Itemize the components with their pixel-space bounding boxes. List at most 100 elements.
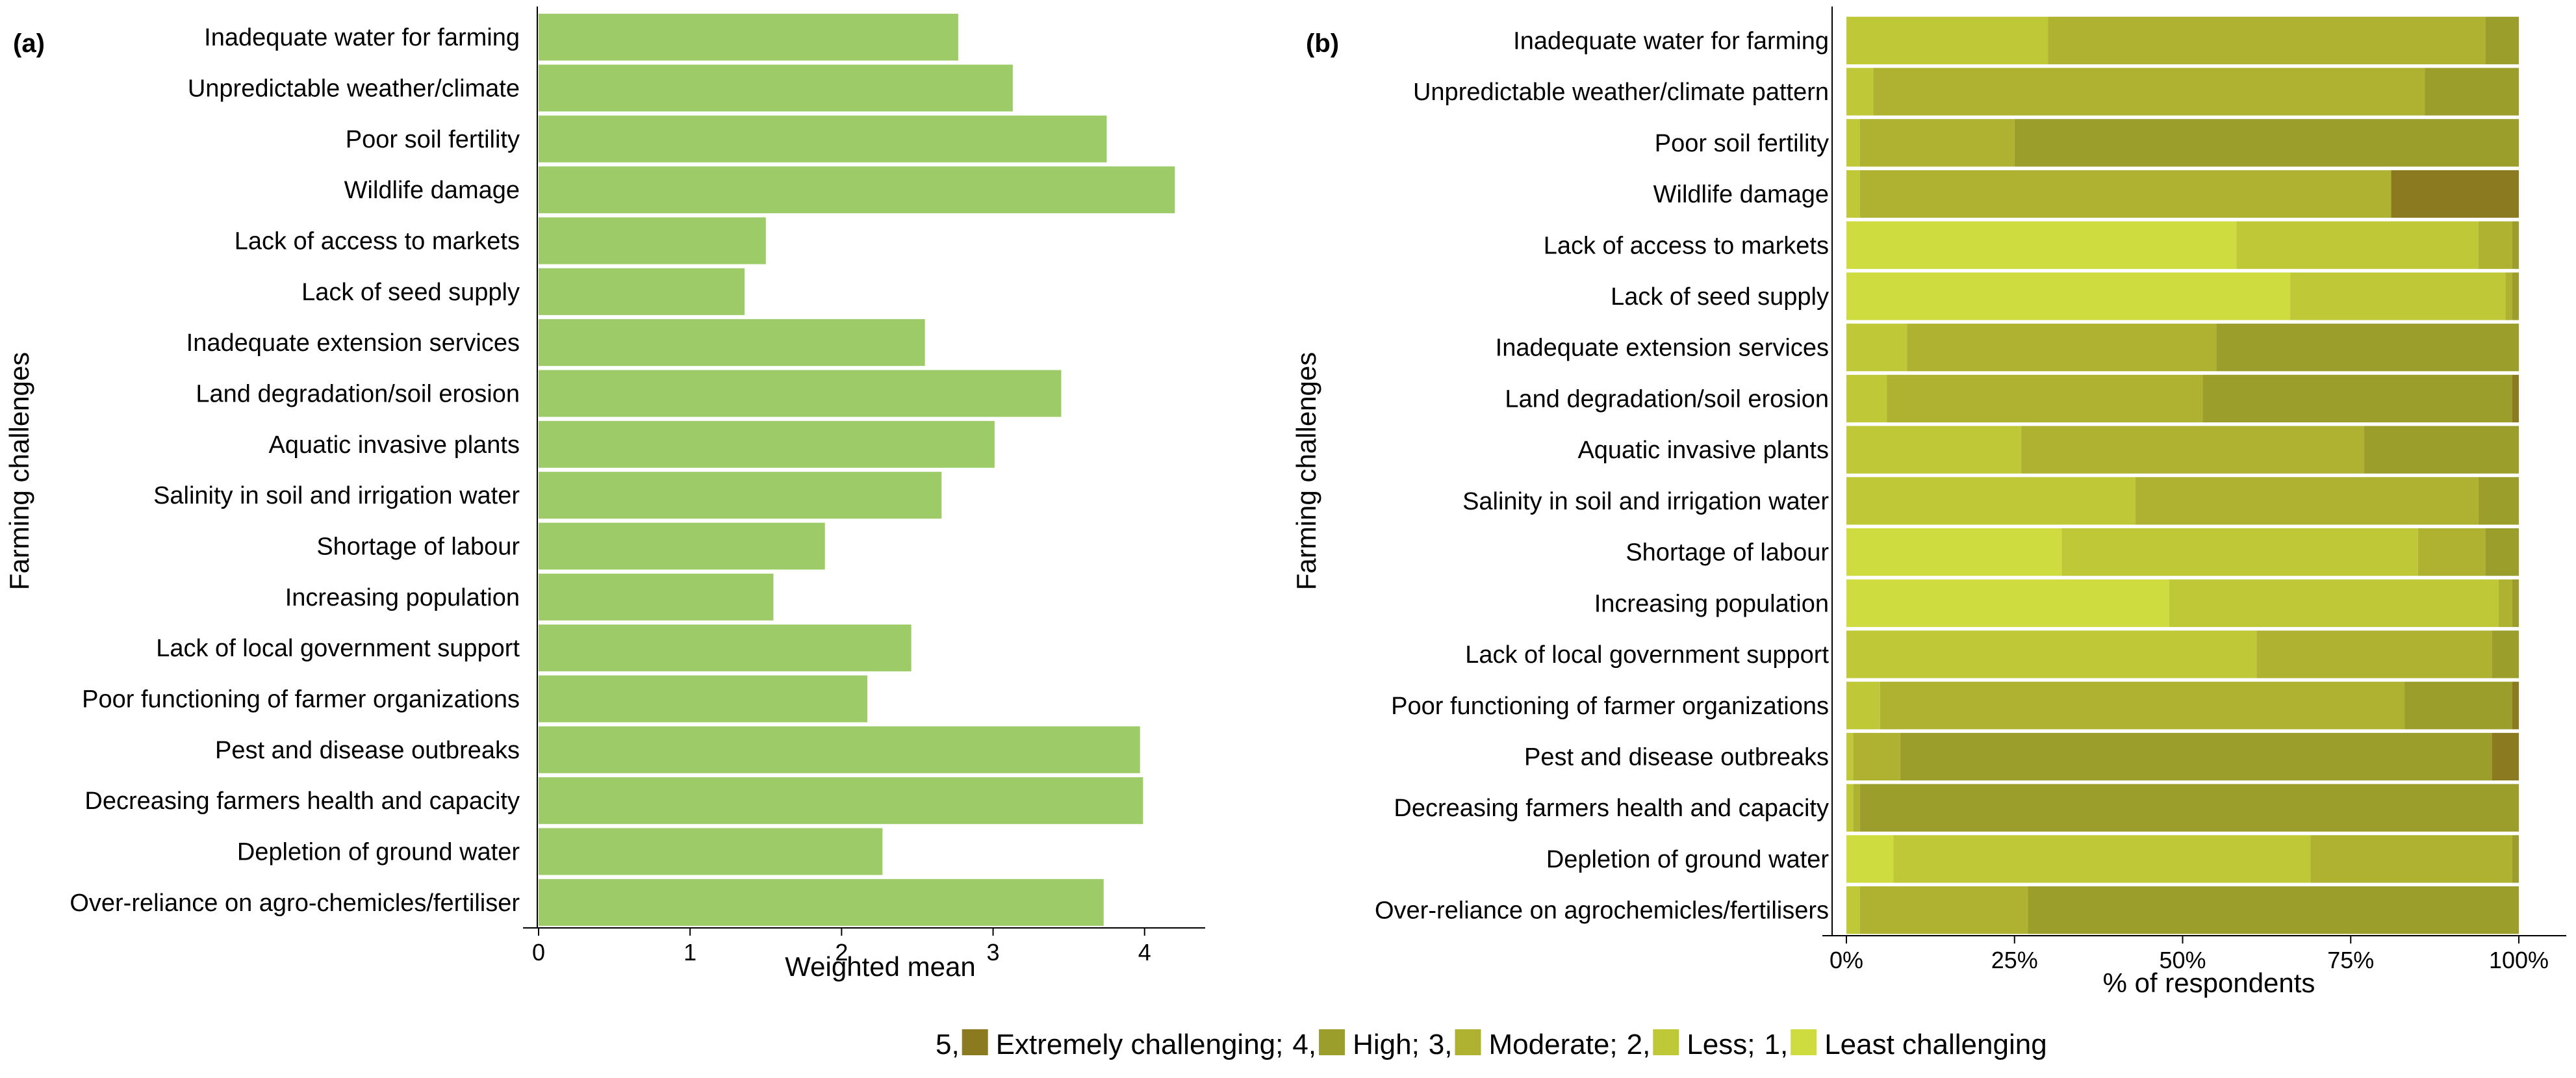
x-tick-label: 0% xyxy=(1830,947,1863,973)
segment-less-unpredictable-weather-climate-pattern xyxy=(1846,68,1874,116)
panel-b-y-axis-title: Farming challenges xyxy=(1291,352,1321,591)
segment-moderate-aquatic-invasive-plants xyxy=(2021,426,2364,474)
bar-lack-of-seed-supply xyxy=(539,268,745,315)
segment-high-decreasing-farmers-health-and-capacity xyxy=(1859,784,2519,832)
legend-swatch-extremely-challenging xyxy=(962,1029,988,1055)
x-tick-label: 2 xyxy=(835,939,848,966)
panel-b-x-axis-title: % of respondents xyxy=(2103,968,2315,998)
bar-unpredictable-weather-climate xyxy=(539,64,1013,112)
x-tick-label: 25% xyxy=(1991,947,2038,973)
segment-least-challenging-increasing-population xyxy=(1846,579,2169,627)
category-label: Shortage of labour xyxy=(1626,539,1829,567)
legend-label: Least challenging xyxy=(1824,1029,2047,1060)
segment-extremely-challenging-poor-functioning-of-farmer-organizations xyxy=(2512,682,2519,730)
legend-level: 4, xyxy=(1292,1029,1316,1060)
segment-extremely-challenging-pest-and-disease-outbreaks xyxy=(2492,732,2519,781)
category-label: Decreasing farmers health and capacity xyxy=(1394,795,1829,822)
segment-less-lack-of-seed-supply xyxy=(2290,272,2506,320)
legend-level: 2, xyxy=(1627,1029,1651,1060)
bar-depletion-of-ground-water xyxy=(539,828,883,875)
segment-moderate-poor-functioning-of-farmer-organizations xyxy=(1880,682,2405,730)
category-label: Poor soil fertility xyxy=(346,126,520,153)
x-tick-label: 0 xyxy=(532,939,545,966)
segment-moderate-increasing-population xyxy=(2498,579,2512,627)
category-label: Aquatic invasive plants xyxy=(268,431,520,459)
bar-inadequate-extension-services xyxy=(539,319,925,366)
category-label: Shortage of labour xyxy=(316,533,520,561)
bar-pest-and-disease-outbreaks xyxy=(539,726,1140,773)
category-label: Unpredictable weather/climate pattern xyxy=(1413,79,1829,106)
bar-increasing-population xyxy=(539,573,774,621)
bar-salinity-in-soil-and-irrigation-water xyxy=(539,472,942,519)
x-tick-label: 3 xyxy=(987,939,1000,966)
legend-label: Moderate; xyxy=(1489,1029,1618,1060)
category-label: Lack of seed supply xyxy=(1611,283,1829,311)
x-tick-label: 100% xyxy=(2489,947,2549,973)
category-label: Lack of local government support xyxy=(1465,641,1829,669)
segment-extremely-challenging-wildlife-damage xyxy=(2391,170,2519,218)
legend: 5, Extremely challenging; 4, High; 3, Moderat… xyxy=(936,1029,2047,1060)
segment-less-inadequate-extension-services xyxy=(1846,324,1907,372)
category-label: Lack of seed supply xyxy=(301,279,520,306)
segment-high-inadequate-water-for-farming xyxy=(2485,16,2519,64)
segment-moderate-lack-of-access-to-markets xyxy=(2478,221,2512,269)
segment-high-land-degradation-soil-erosion xyxy=(2202,374,2512,423)
segment-less-decreasing-farmers-health-and-capacity xyxy=(1846,784,1854,832)
legend-swatch-least-challenging xyxy=(1791,1029,1817,1055)
bar-inadequate-water-for-farming xyxy=(539,14,958,61)
category-label: Over-reliance on agro-chemicles/fertilis… xyxy=(70,890,520,917)
segment-moderate-decreasing-farmers-health-and-capacity xyxy=(1853,784,1860,832)
x-tick-label: 75% xyxy=(2327,947,2374,973)
segment-moderate-depletion-of-ground-water xyxy=(2310,835,2512,883)
segment-moderate-unpredictable-weather-climate-pattern xyxy=(1873,68,2425,116)
segment-less-inadequate-water-for-farming xyxy=(1846,16,2048,64)
category-label: Wildlife damage xyxy=(344,177,520,204)
category-label: Land degradation/soil erosion xyxy=(196,381,520,408)
legend-level: 5, xyxy=(936,1029,960,1060)
segment-high-poor-functioning-of-farmer-organizations xyxy=(2404,682,2512,730)
category-label: Inadequate water for farming xyxy=(204,24,520,51)
segment-moderate-salinity-in-soil-and-irrigation-water xyxy=(2136,477,2479,525)
segment-less-increasing-population xyxy=(2169,579,2499,627)
panel-a-x-axis-title: Weighted mean xyxy=(785,951,975,982)
bar-decreasing-farmers-health-and-capacity xyxy=(539,777,1143,825)
segment-high-unpredictable-weather-climate-pattern xyxy=(2425,68,2519,116)
segment-least-challenging-lack-of-seed-supply xyxy=(1846,272,2291,320)
legend-swatch-less xyxy=(1653,1029,1679,1055)
segment-moderate-poor-soil-fertility xyxy=(1859,119,2015,167)
legend-label: Extremely challenging; xyxy=(996,1029,1284,1060)
bar-shortage-of-labour xyxy=(539,522,825,570)
category-label: Pest and disease outbreaks xyxy=(215,737,520,764)
segment-less-poor-functioning-of-farmer-organizations xyxy=(1846,682,1880,730)
segment-moderate-land-degradation-soil-erosion xyxy=(1887,374,2203,423)
segment-less-pest-and-disease-outbreaks xyxy=(1846,732,1854,781)
legend-level: 1, xyxy=(1764,1029,1788,1060)
category-label: Inadequate water for farming xyxy=(1513,27,1829,55)
segment-less-land-degradation-soil-erosion xyxy=(1846,374,1887,423)
category-label: Salinity in soil and irrigation water xyxy=(1462,488,1829,515)
segment-moderate-lack-of-seed-supply xyxy=(2505,272,2512,320)
category-label: Poor soil fertility xyxy=(1655,130,1829,157)
segment-moderate-pest-and-disease-outbreaks xyxy=(1853,732,1900,781)
segment-least-challenging-lack-of-access-to-markets xyxy=(1846,221,2237,269)
category-label: Depletion of ground water xyxy=(1546,846,1830,873)
panel-b-percent-respondents-chart: (b) Farming challenges % of respondents … xyxy=(1291,6,2566,998)
segment-moderate-over-reliance-on-agrochemicles-fertilisers xyxy=(1859,886,2028,934)
segment-moderate-wildlife-damage xyxy=(1859,170,2391,218)
panel-a-label: (a) xyxy=(13,29,45,58)
segment-moderate-inadequate-extension-services xyxy=(1907,324,2217,372)
segment-high-lack-of-seed-supply xyxy=(2512,272,2519,320)
segment-less-over-reliance-on-agrochemicles-fertilisers xyxy=(1846,886,1860,934)
segment-less-shortage-of-labour xyxy=(2061,528,2418,576)
bar-wildlife-damage xyxy=(539,166,1175,214)
segment-moderate-inadequate-water-for-farming xyxy=(2048,16,2486,64)
bar-poor-soil-fertility xyxy=(539,115,1107,162)
segment-moderate-lack-of-local-government-support xyxy=(2256,630,2492,678)
segment-high-lack-of-local-government-support xyxy=(2492,630,2519,678)
segment-high-lack-of-access-to-markets xyxy=(2512,221,2519,269)
category-label: Wildlife damage xyxy=(1653,181,1829,209)
category-label: Decreasing farmers health and capacity xyxy=(84,788,520,815)
x-tick-label: 4 xyxy=(1138,939,1151,966)
segment-high-poor-soil-fertility xyxy=(2014,119,2519,167)
